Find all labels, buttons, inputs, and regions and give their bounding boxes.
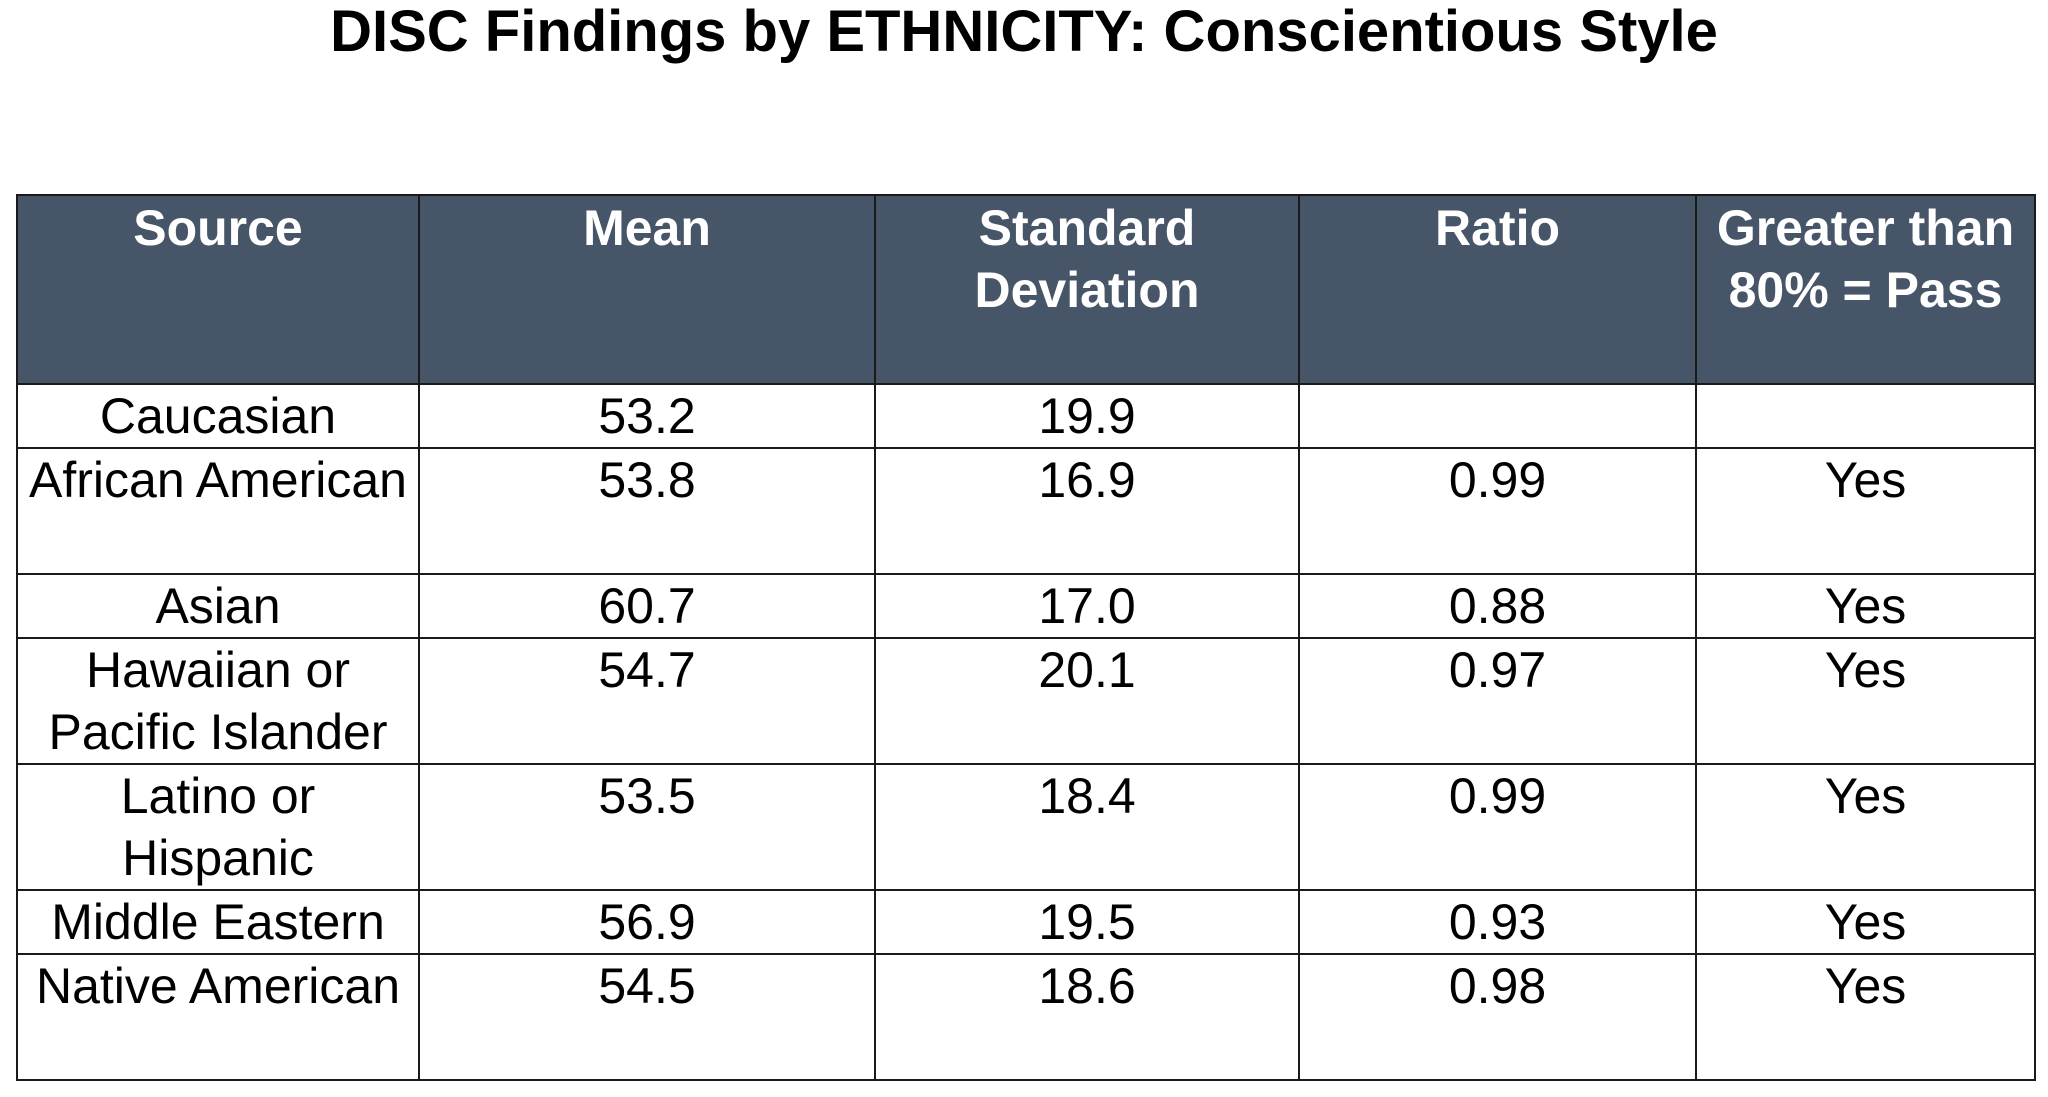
page-title: DISC Findings by ETHNICITY: Conscientiou… (330, 0, 1718, 64)
header-source: Source (16, 194, 420, 385)
cell-ratio: 0.97 (1298, 637, 1697, 765)
cell-mean: 53.2 (418, 383, 876, 449)
table-row: Latino or Hispanic 53.5 18.4 0.99 Yes (16, 763, 2036, 891)
table-row: Caucasian 53.2 19.9 (16, 383, 2036, 449)
cell-pass: Yes (1695, 447, 2036, 575)
cell-sd: 17.0 (874, 573, 1300, 639)
cell-sd: 20.1 (874, 637, 1300, 765)
cell-pass: Yes (1695, 763, 2036, 891)
cell-pass: Yes (1695, 953, 2036, 1081)
cell-source: Native American (16, 953, 420, 1081)
cell-sd: 18.6 (874, 953, 1300, 1081)
cell-ratio: 0.99 (1298, 447, 1697, 575)
cell-sd: 19.5 (874, 889, 1300, 955)
cell-ratio: 0.93 (1298, 889, 1697, 955)
cell-source: Latino or Hispanic (16, 763, 420, 891)
cell-ratio: 0.98 (1298, 953, 1697, 1081)
cell-ratio: 0.88 (1298, 573, 1697, 639)
cell-source: Asian (16, 573, 420, 639)
cell-mean: 53.5 (418, 763, 876, 891)
cell-mean: 56.9 (418, 889, 876, 955)
cell-mean: 60.7 (418, 573, 876, 639)
table-row: Middle Eastern 56.9 19.5 0.93 Yes (16, 889, 2036, 955)
table-row: Asian 60.7 17.0 0.88 Yes (16, 573, 2036, 639)
cell-sd: 16.9 (874, 447, 1300, 575)
cell-pass: Yes (1695, 573, 2036, 639)
header-mean: Mean (418, 194, 876, 385)
table-row: Hawaiian or Pacific Islander 54.7 20.1 0… (16, 637, 2036, 765)
table-header-row: Source Mean Standard Deviation Ratio Gre… (16, 194, 2036, 385)
cell-mean: 54.7 (418, 637, 876, 765)
table-row: Native American 54.5 18.6 0.98 Yes (16, 953, 2036, 1081)
cell-pass: Yes (1695, 889, 2036, 955)
cell-pass (1695, 383, 2036, 449)
cell-mean: 53.8 (418, 447, 876, 575)
header-ratio: Ratio (1298, 194, 1697, 385)
header-pass: Greater than 80% = Pass (1695, 194, 2036, 385)
cell-source: Middle Eastern (16, 889, 420, 955)
table-row: African American 53.8 16.9 0.99 Yes (16, 447, 2036, 575)
cell-sd: 18.4 (874, 763, 1300, 891)
cell-source: African American (16, 447, 420, 575)
header-standard-deviation: Standard Deviation (874, 194, 1300, 385)
cell-ratio (1298, 383, 1697, 449)
cell-ratio: 0.99 (1298, 763, 1697, 891)
findings-table-container: Source Mean Standard Deviation Ratio Gre… (16, 194, 2036, 1081)
cell-pass: Yes (1695, 637, 2036, 765)
cell-mean: 54.5 (418, 953, 876, 1081)
cell-source: Hawaiian or Pacific Islander (16, 637, 420, 765)
findings-table: Source Mean Standard Deviation Ratio Gre… (16, 194, 2036, 1081)
cell-source: Caucasian (16, 383, 420, 449)
cell-sd: 19.9 (874, 383, 1300, 449)
